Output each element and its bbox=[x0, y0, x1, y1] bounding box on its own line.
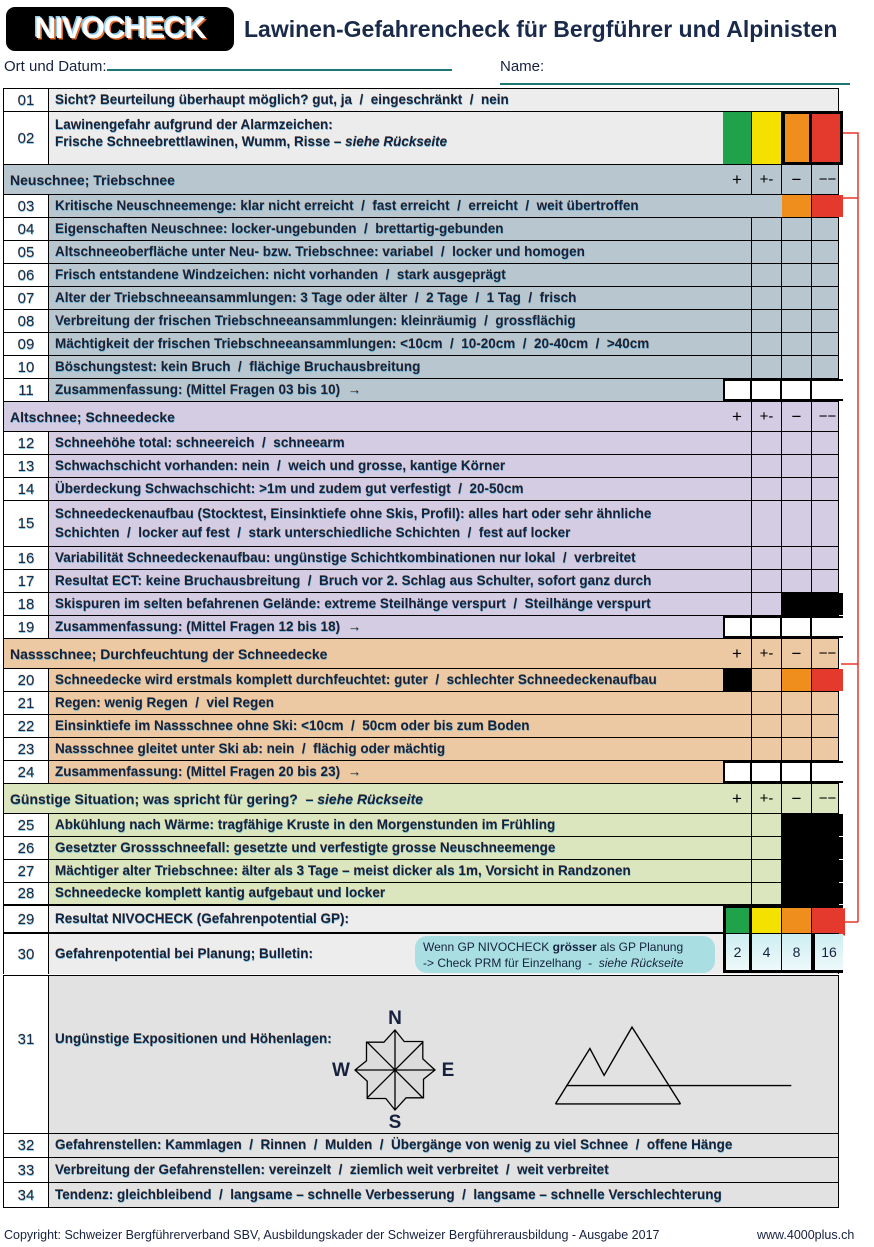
svg-text:S: S bbox=[389, 1112, 402, 1133]
